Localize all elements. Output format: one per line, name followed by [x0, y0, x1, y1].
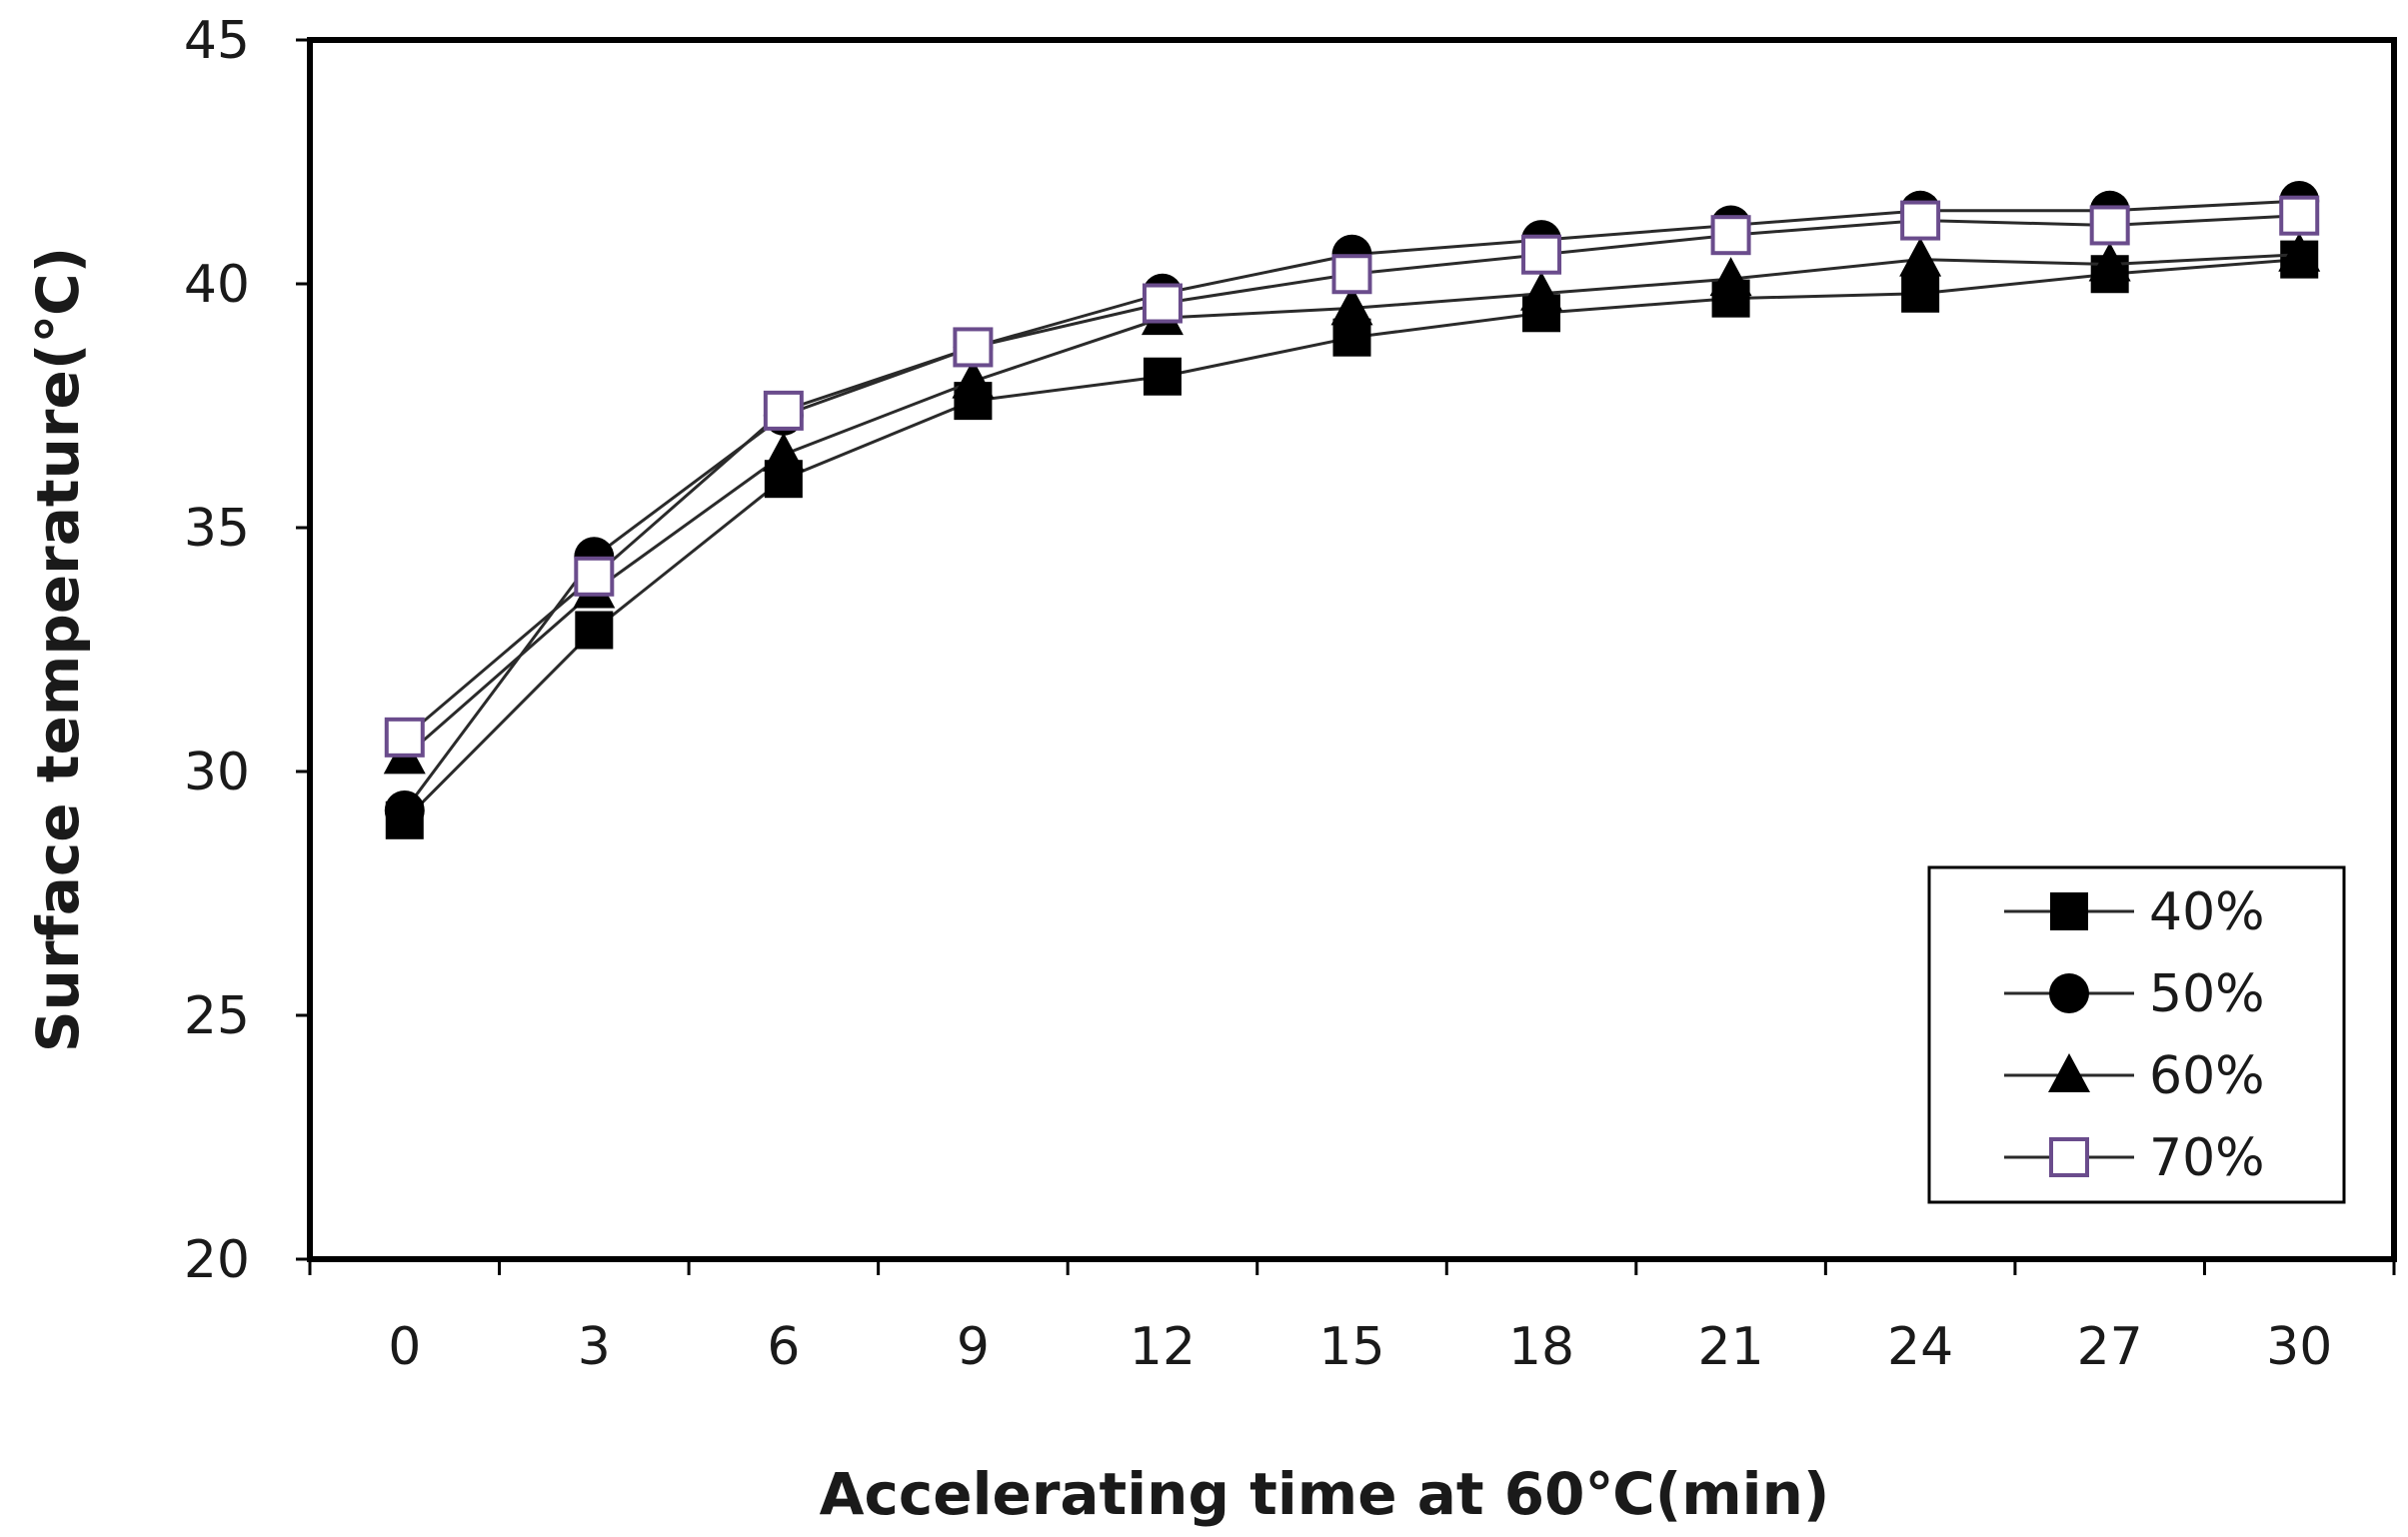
- legend-label: 40%: [2149, 882, 2265, 942]
- legend-entry: 60%: [2004, 1046, 2265, 1106]
- data-point: [2278, 232, 2321, 272]
- data-point: [953, 327, 994, 368]
- y-axis: 20 25 30 35 40 45: [184, 11, 310, 1290]
- legend-marker: [2050, 892, 2088, 930]
- x-tick-label: 24: [1887, 1317, 1953, 1377]
- data-point: [1143, 357, 1182, 396]
- y-tick-label: 20: [184, 1230, 250, 1290]
- x-tick-label: 21: [1698, 1317, 1764, 1377]
- y-tick-label: 45: [184, 11, 250, 71]
- data-point: [762, 432, 805, 472]
- legend-box: [1927, 865, 2346, 1204]
- legend-label: 70%: [2149, 1128, 2265, 1188]
- data-point: [384, 790, 425, 831]
- series-4: [384, 195, 2320, 758]
- legend-marker: [2049, 973, 2089, 1013]
- legend-entry: 50%: [2004, 964, 2265, 1024]
- x-tick-label: 9: [957, 1317, 990, 1377]
- y-tick-label: 40: [184, 255, 250, 315]
- legend: 40% 50% 60% 70%: [1927, 865, 2346, 1204]
- y-tick-label: 30: [184, 743, 250, 802]
- y-tick-label: 35: [184, 499, 250, 559]
- x-tick-label: 27: [2077, 1317, 2143, 1377]
- x-tick-label: 18: [1508, 1317, 1574, 1377]
- data-point: [1901, 274, 1940, 313]
- x-tick-label: 3: [578, 1317, 611, 1377]
- legend-marker: [2049, 1137, 2089, 1177]
- data-point: [1900, 200, 1941, 241]
- legend-entry: 40%: [2004, 882, 2265, 942]
- series-layer: [383, 181, 2321, 839]
- plot-area-frame: [307, 37, 2397, 1262]
- x-tick-label: 0: [388, 1317, 421, 1377]
- y-tick-label: 25: [184, 986, 250, 1046]
- data-point: [2089, 205, 2130, 246]
- x-tick-label: 15: [1318, 1317, 1384, 1377]
- data-point: [1899, 237, 1942, 277]
- data-point: [2279, 195, 2320, 236]
- data-point: [1330, 286, 1373, 326]
- x-axis-title: Accelerating time at 60℃(min): [820, 1460, 1830, 1528]
- x-tick-label: 6: [767, 1317, 800, 1377]
- x-tick-label: 30: [2266, 1317, 2332, 1377]
- data-point: [952, 359, 995, 399]
- data-point: [763, 390, 804, 431]
- legend-marker: [2048, 1053, 2090, 1092]
- data-point: [1709, 257, 1752, 297]
- series-3: [383, 232, 2321, 774]
- legend-entry: 70%: [2004, 1128, 2265, 1188]
- legend-label: 50%: [2149, 964, 2265, 1024]
- legend-label: 60%: [2149, 1046, 2265, 1106]
- y-axis-title: Surface temperature(℃): [24, 247, 92, 1052]
- data-point: [1331, 254, 1372, 295]
- data-point: [1520, 271, 1563, 311]
- x-tick-label: 12: [1130, 1317, 1196, 1377]
- data-point: [384, 717, 425, 758]
- data-point: [2088, 242, 2131, 282]
- data-point: [1142, 283, 1183, 324]
- data-point: [574, 556, 615, 597]
- data-point: [575, 611, 614, 650]
- data-point: [1521, 234, 1562, 275]
- data-point: [1710, 215, 1751, 256]
- x-axis: 0 3 6 9 12 15 18 21 24 27 30: [308, 1259, 2396, 1377]
